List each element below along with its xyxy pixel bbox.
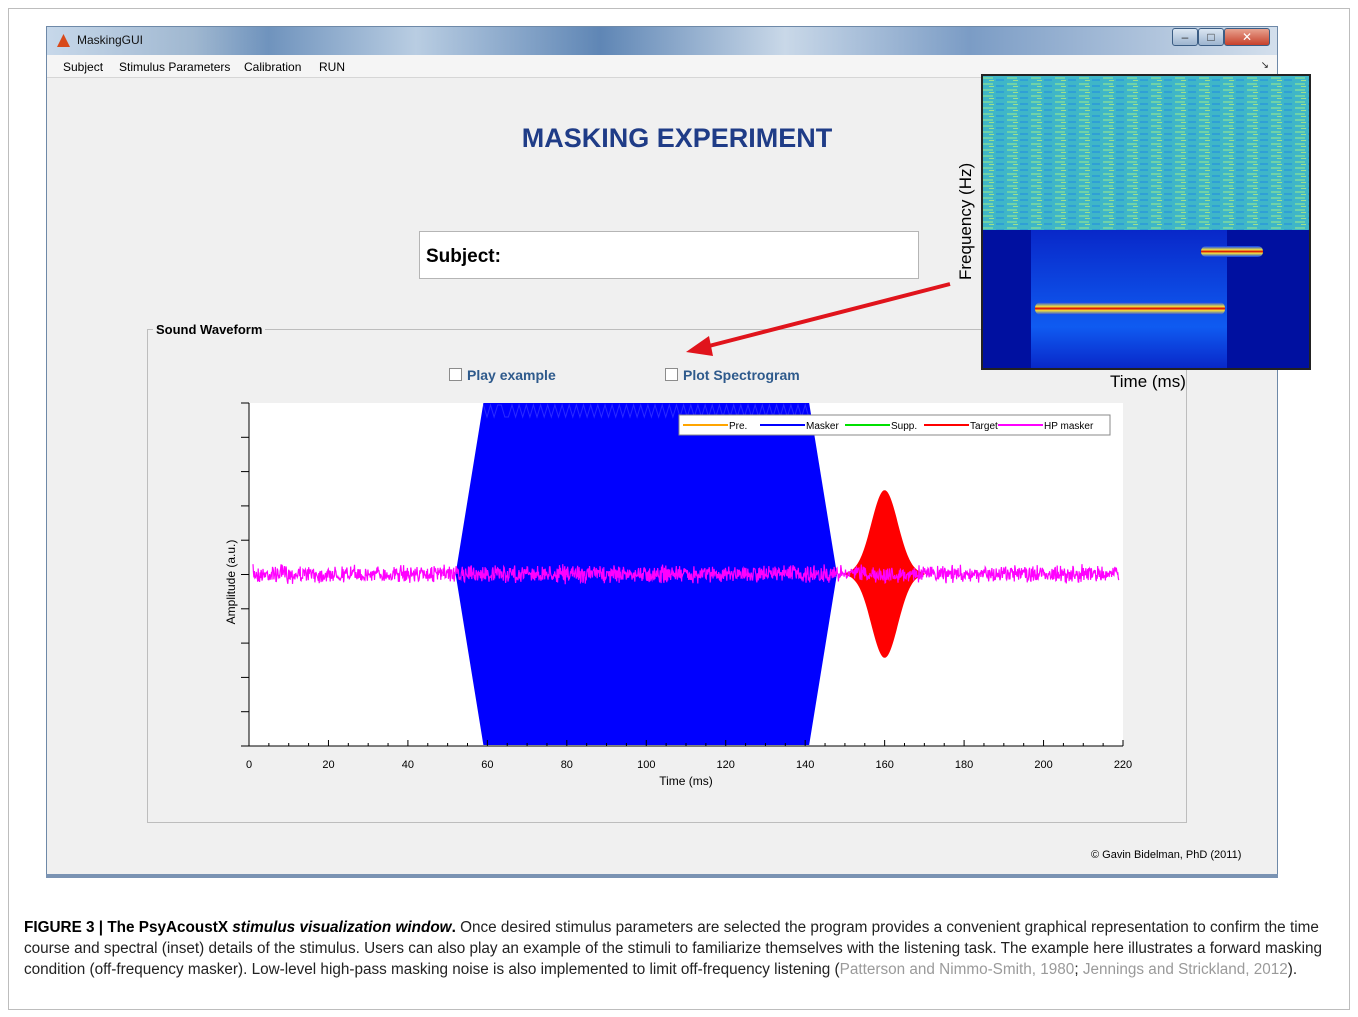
menu-bar: Subject Stimulus Parameters Calibration … (47, 55, 1277, 78)
sound-waveform-panel (147, 329, 1187, 823)
x-tick-label: 40 (402, 759, 414, 771)
legend-label: Supp. (891, 421, 917, 432)
caption-period: . (451, 919, 456, 936)
x-tick-label: 20 (322, 759, 334, 771)
panel-title: Sound Waveform (153, 322, 266, 337)
caption-separator: ; (1074, 961, 1083, 978)
window-title: MaskingGUI (77, 33, 144, 47)
spectrogram-image (983, 76, 1309, 368)
x-tick-label: 200 (1034, 759, 1052, 771)
y-axis-label: Amplitude (a.u.) (224, 540, 238, 625)
x-tick-label: 180 (955, 759, 973, 771)
menu-calibration[interactable]: Calibration (244, 60, 302, 74)
hp-masker-series (252, 564, 1120, 585)
hp-masker-waveform (252, 564, 1120, 585)
citation-link[interactable]: Jennings and Strickland, 2012 (1082, 961, 1288, 978)
x-tick-label: 80 (561, 759, 573, 771)
plot-spectrogram-checkbox[interactable]: Plot Spectrogram (665, 367, 800, 383)
title-bar[interactable]: MaskingGUI – □ ✕ (47, 27, 1277, 55)
subject-field[interactable]: Subject: (419, 231, 919, 279)
masker-smear (1031, 230, 1227, 368)
arrow-head (686, 336, 713, 356)
x-axis-label: Time (ms) (659, 774, 713, 788)
figure-caption: FIGURE 3 | The PsyAcoustX stimulus visua… (24, 917, 1334, 980)
menu-stimulus-parameters[interactable]: Stimulus Parameters (119, 60, 231, 74)
chart-axes: 0 20 40 60 80 100 120 140 160 180 200 220 (241, 402, 1132, 771)
caption-label: FIGURE 3 | The PsyAcoustX (24, 919, 233, 936)
masker-carrier (482, 403, 810, 419)
x-tick-label: 0 (246, 759, 252, 771)
checkbox-box[interactable] (665, 368, 678, 381)
caption-title: stimulus visualization window (232, 919, 452, 936)
legend-label: HP masker (1044, 421, 1094, 432)
inset-x-label: Time (ms) (1110, 372, 1186, 391)
minimize-button[interactable]: – (1172, 28, 1198, 46)
x-tick-label: 100 (637, 759, 655, 771)
x-tick-label: 140 (796, 759, 814, 771)
caption-body: Once desired stimulus parameters are sel… (24, 919, 1322, 978)
figure-frame (8, 8, 1350, 1010)
chart-legend: Pre. Masker Supp. Target HP masker (678, 414, 1111, 436)
hp-noise-band (983, 76, 1309, 230)
plot-spectrogram-label: Plot Spectrogram (683, 367, 800, 383)
target-tone (1201, 246, 1263, 257)
arrow-line (704, 282, 951, 349)
masker-tone (1035, 302, 1225, 315)
copyright-text: © Gavin Bidelman, PhD (2011) (1091, 849, 1242, 861)
legend-label: Pre. (729, 421, 747, 432)
window-bottom-edge (46, 874, 1278, 878)
checkbox-box[interactable] (449, 368, 462, 381)
legend-box (678, 414, 1111, 436)
x-tick-label: 60 (481, 759, 493, 771)
citation-link[interactable]: Patterson and Nimmo-Smith, 1980 (839, 961, 1075, 978)
play-example-label: Play example (467, 367, 556, 383)
x-tick-label: 120 (717, 759, 735, 771)
toolbar-toggle-icon[interactable]: ↘ (1260, 60, 1269, 71)
close-button[interactable]: ✕ (1224, 28, 1270, 46)
play-example-checkbox[interactable]: Play example (449, 367, 556, 383)
legend-label: Masker (806, 421, 839, 432)
page-title: MASKING EXPERIMENT (521, 123, 833, 153)
caption-end: ). (1287, 961, 1298, 978)
subject-label: Subject: (426, 246, 501, 267)
menu-run[interactable]: RUN (319, 60, 345, 74)
legend-label: Target (970, 421, 998, 432)
x-tick-label: 220 (1114, 759, 1132, 771)
spectrogram-inset (981, 74, 1311, 370)
x-tick-label: 160 (875, 759, 893, 771)
maximize-button[interactable]: □ (1198, 28, 1224, 46)
menu-subject[interactable]: Subject (63, 60, 104, 74)
